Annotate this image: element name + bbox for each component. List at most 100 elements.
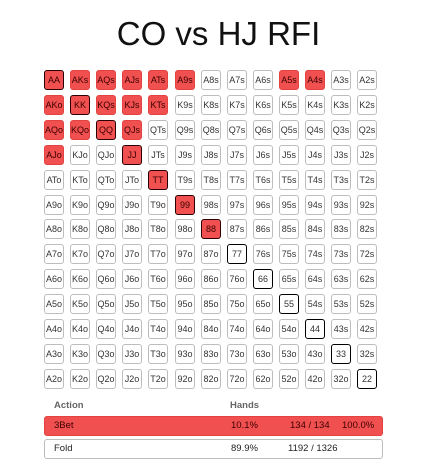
hand-cell-65s[interactable]: 65s: [279, 269, 299, 289]
hand-cell-52o[interactable]: 52o: [279, 369, 299, 389]
hand-cell-k5s[interactable]: K5s: [279, 95, 299, 115]
hand-cell-62s[interactable]: 62s: [357, 269, 377, 289]
hand-cell-k7o[interactable]: K7o: [70, 244, 90, 264]
hand-cell-j4s[interactable]: J4s: [305, 145, 325, 165]
hand-cell-tt[interactable]: TT: [148, 170, 168, 190]
hand-cell-j8o[interactable]: J8o: [122, 219, 142, 239]
hand-cell-t8s[interactable]: T8s: [201, 170, 221, 190]
hand-cell-ato[interactable]: ATo: [44, 170, 64, 190]
hand-cell-a8s[interactable]: A8s: [201, 70, 221, 90]
hand-cell-t5o[interactable]: T5o: [148, 294, 168, 314]
hand-cell-q8s[interactable]: Q8s: [201, 120, 221, 140]
hand-cell-94s[interactable]: 94s: [305, 195, 325, 215]
hand-cell-q7o[interactable]: Q7o: [96, 244, 116, 264]
hand-cell-64o[interactable]: 64o: [253, 319, 273, 339]
hand-cell-t7s[interactable]: T7s: [227, 170, 247, 190]
hand-cell-97o[interactable]: 97o: [175, 244, 195, 264]
hand-cell-42o[interactable]: 42o: [305, 369, 325, 389]
hand-cell-j5o[interactable]: J5o: [122, 294, 142, 314]
hand-cell-aqo[interactable]: AQo: [44, 120, 64, 140]
hand-cell-j6o[interactable]: J6o: [122, 269, 142, 289]
hand-cell-ats[interactable]: ATs: [148, 70, 168, 90]
hand-cell-k9o[interactable]: K9o: [70, 195, 90, 215]
hand-cell-63s[interactable]: 63s: [331, 269, 351, 289]
hand-cell-92s[interactable]: 92s: [357, 195, 377, 215]
hand-cell-j8s[interactable]: J8s: [201, 145, 221, 165]
hand-cell-93s[interactable]: 93s: [331, 195, 351, 215]
hand-cell-qjo[interactable]: QJo: [96, 145, 116, 165]
hand-cell-q7s[interactable]: Q7s: [227, 120, 247, 140]
hand-cell-73o[interactable]: 73o: [227, 344, 247, 364]
hand-cell-j5s[interactable]: J5s: [279, 145, 299, 165]
hand-cell-52s[interactable]: 52s: [357, 294, 377, 314]
hand-cell-95s[interactable]: 95s: [279, 195, 299, 215]
hand-cell-jts[interactable]: JTs: [148, 145, 168, 165]
hand-cell-a9s[interactable]: A9s: [175, 70, 195, 90]
hand-cell-55[interactable]: 55: [279, 294, 299, 314]
hand-cell-a4o[interactable]: A4o: [44, 319, 64, 339]
hand-cell-98o[interactable]: 98o: [175, 219, 195, 239]
hand-cell-95o[interactable]: 95o: [175, 294, 195, 314]
hand-cell-t2o[interactable]: T2o: [148, 369, 168, 389]
hand-cell-85o[interactable]: 85o: [201, 294, 221, 314]
hand-cell-97s[interactable]: 97s: [227, 195, 247, 215]
hand-cell-j9s[interactable]: J9s: [175, 145, 195, 165]
hand-cell-k2s[interactable]: K2s: [357, 95, 377, 115]
hand-cell-a3o[interactable]: A3o: [44, 344, 64, 364]
hand-cell-j6s[interactable]: J6s: [253, 145, 273, 165]
hand-cell-kts[interactable]: KTs: [148, 95, 168, 115]
hand-cell-44[interactable]: 44: [305, 319, 325, 339]
hand-cell-83o[interactable]: 83o: [201, 344, 221, 364]
hand-cell-qq[interactable]: QQ: [96, 120, 116, 140]
hand-cell-j2o[interactable]: J2o: [122, 369, 142, 389]
hand-cell-q2s[interactable]: Q2s: [357, 120, 377, 140]
hand-cell-kto[interactable]: KTo: [70, 170, 90, 190]
hand-cell-q5o[interactable]: Q5o: [96, 294, 116, 314]
hand-cell-qts[interactable]: QTs: [148, 120, 168, 140]
hand-cell-76s[interactable]: 76s: [253, 244, 273, 264]
hand-cell-94o[interactable]: 94o: [175, 319, 195, 339]
hand-cell-k9s[interactable]: K9s: [175, 95, 195, 115]
hand-cell-qjs[interactable]: QJs: [122, 120, 142, 140]
action-row-fold[interactable]: Fold 89.9% 1192 / 1326: [44, 439, 383, 459]
hand-cell-64s[interactable]: 64s: [305, 269, 325, 289]
hand-cell-jto[interactable]: JTo: [122, 170, 142, 190]
hand-cell-82o[interactable]: 82o: [201, 369, 221, 389]
hand-cell-t8o[interactable]: T8o: [148, 219, 168, 239]
hand-cell-t3o[interactable]: T3o: [148, 344, 168, 364]
hand-cell-96o[interactable]: 96o: [175, 269, 195, 289]
hand-cell-a9o[interactable]: A9o: [44, 195, 64, 215]
hand-cell-k5o[interactable]: K5o: [70, 294, 90, 314]
hand-cell-j7o[interactable]: J7o: [122, 244, 142, 264]
hand-cell-85s[interactable]: 85s: [279, 219, 299, 239]
hand-cell-a3s[interactable]: A3s: [331, 70, 351, 90]
hand-cell-t2s[interactable]: T2s: [357, 170, 377, 190]
action-row-3bet[interactable]: 3Bet 10.1% 134 / 134 100.0%: [44, 416, 383, 436]
hand-cell-99[interactable]: 99: [175, 195, 195, 215]
hand-cell-t6o[interactable]: T6o: [148, 269, 168, 289]
hand-cell-a8o[interactable]: A8o: [44, 219, 64, 239]
hand-cell-54s[interactable]: 54s: [305, 294, 325, 314]
hand-cell-76o[interactable]: 76o: [227, 269, 247, 289]
hand-cell-a2o[interactable]: A2o: [44, 369, 64, 389]
hand-cell-kjs[interactable]: KJs: [122, 95, 142, 115]
hand-cell-j2s[interactable]: J2s: [357, 145, 377, 165]
hand-cell-84o[interactable]: 84o: [201, 319, 221, 339]
hand-cell-k8s[interactable]: K8s: [201, 95, 221, 115]
hand-cell-73s[interactable]: 73s: [331, 244, 351, 264]
hand-cell-74s[interactable]: 74s: [305, 244, 325, 264]
hand-cell-q6o[interactable]: Q6o: [96, 269, 116, 289]
hand-cell-k6s[interactable]: K6s: [253, 95, 273, 115]
hand-cell-a5s[interactable]: A5s: [279, 70, 299, 90]
hand-cell-qto[interactable]: QTo: [96, 170, 116, 190]
hand-cell-63o[interactable]: 63o: [253, 344, 273, 364]
hand-cell-q3s[interactable]: Q3s: [331, 120, 351, 140]
hand-cell-k6o[interactable]: K6o: [70, 269, 90, 289]
hand-cell-92o[interactable]: 92o: [175, 369, 195, 389]
hand-cell-kqo[interactable]: KQo: [70, 120, 90, 140]
hand-cell-84s[interactable]: 84s: [305, 219, 325, 239]
hand-cell-74o[interactable]: 74o: [227, 319, 247, 339]
hand-cell-kk[interactable]: KK: [70, 95, 90, 115]
hand-cell-j3s[interactable]: J3s: [331, 145, 351, 165]
hand-cell-ako[interactable]: AKo: [44, 95, 64, 115]
